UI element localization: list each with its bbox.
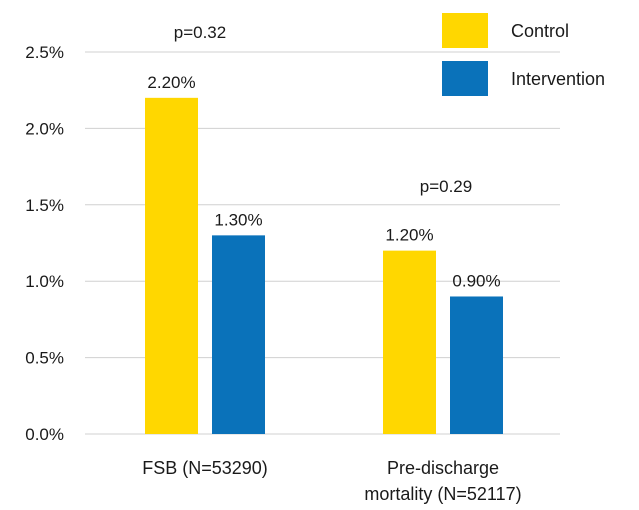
y-axis-ticks: 0.0% 0.5% 1.0% 1.5% 2.0% 2.5% <box>25 43 64 444</box>
category-label: Pre-discharge mortality (N=52117) <box>364 458 521 504</box>
legend-label-control: Control <box>511 21 569 41</box>
data-label: 2.20% <box>147 73 195 92</box>
y-tick-label: 2.5% <box>25 43 64 62</box>
bar-intervention <box>450 296 503 434</box>
p-value-label: p=0.29 <box>420 177 472 196</box>
y-tick-label: 2.0% <box>25 119 64 138</box>
data-labels: 2.20% 1.30% 1.20% 0.90% <box>147 73 500 291</box>
category-label: FSB (N=53290) <box>142 458 268 478</box>
data-label: 0.90% <box>452 271 500 290</box>
bar-control <box>145 97 198 434</box>
bars <box>145 97 503 434</box>
data-label: 1.30% <box>214 210 262 229</box>
category-labels: FSB (N=53290) Pre-discharge mortality (N=5… <box>142 458 521 504</box>
bar-intervention <box>212 235 265 434</box>
y-tick-label: 0.0% <box>25 425 64 444</box>
y-tick-label: 1.5% <box>25 196 64 215</box>
data-label: 1.20% <box>385 226 433 245</box>
legend-swatch-intervention <box>442 61 488 96</box>
legend: Control Intervention <box>442 13 605 96</box>
legend-label-intervention: Intervention <box>511 69 605 89</box>
p-value-annotations: p=0.32 p=0.29 <box>174 23 472 196</box>
y-tick-label: 0.5% <box>25 349 64 368</box>
bar-control <box>383 250 436 434</box>
legend-swatch-control <box>442 13 488 48</box>
y-tick-label: 1.0% <box>25 272 64 291</box>
p-value-label: p=0.32 <box>174 23 226 42</box>
